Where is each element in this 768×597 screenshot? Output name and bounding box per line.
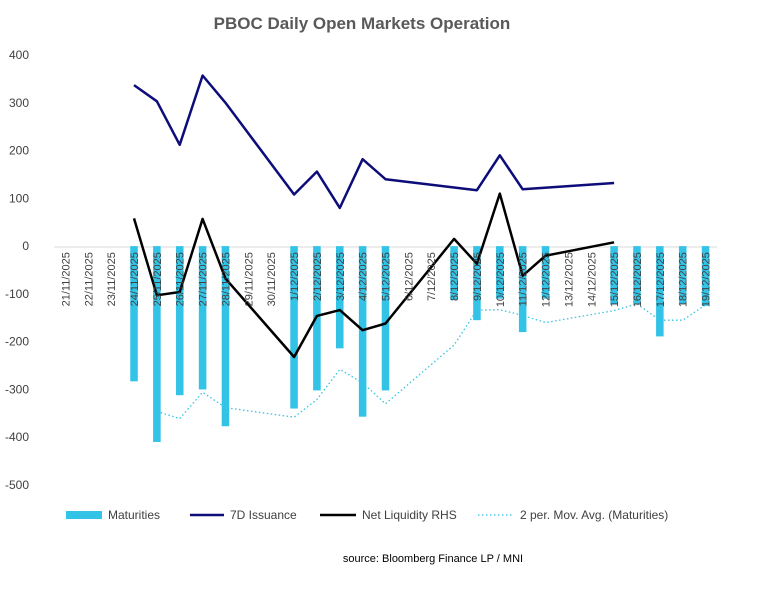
x-tick-label: 24/11/2025 bbox=[129, 252, 141, 306]
y-tick-label: -500 bbox=[5, 478, 29, 492]
x-tick-label: 25/11/2025 bbox=[152, 252, 164, 306]
x-tick-label: 12/12/2025 bbox=[541, 252, 553, 307]
x-tick-label: 16/12/2025 bbox=[632, 252, 644, 307]
maturities-bar bbox=[701, 246, 710, 306]
legend-label: 7D Issuance bbox=[230, 508, 297, 522]
y-tick-label: 0 bbox=[22, 239, 29, 253]
2-per-mov-avg-maturities-line bbox=[156, 303, 706, 420]
y-axis: 400 300 200 100 0 -100 -200 -300 -400 -500 bbox=[5, 48, 29, 492]
maturities-bar bbox=[290, 246, 298, 409]
series-lines bbox=[132, 74, 706, 420]
y-tick-label: -300 bbox=[5, 382, 29, 396]
x-tick-label: 7/12/2025 bbox=[426, 252, 438, 301]
x-tick-label: 21/11/2025 bbox=[60, 252, 72, 306]
maturities-bar bbox=[130, 246, 138, 382]
chart-title: PBOC Daily Open Markets Operation bbox=[214, 14, 511, 33]
legend-label: Maturities bbox=[108, 508, 160, 522]
x-tick-label: 8/12/2025 bbox=[449, 252, 461, 301]
legend-label: Net Liquidity RHS bbox=[362, 508, 457, 522]
x-tick-label: 4/12/2025 bbox=[358, 252, 370, 301]
x-tick-label: 6/12/2025 bbox=[403, 252, 415, 301]
x-tick-label: 27/11/2025 bbox=[198, 252, 210, 306]
y-tick-label: 200 bbox=[9, 144, 29, 158]
y-tick-label: -200 bbox=[5, 335, 29, 349]
legend: Maturities 7D Issuance Net Liquidity RHS 2 … bbox=[66, 508, 668, 522]
x-tick-label: 1/12/2025 bbox=[289, 252, 301, 301]
source-note: source: Bloomberg Finance LP / MNI bbox=[343, 553, 523, 565]
net-liquidity-rhs-line bbox=[132, 192, 615, 359]
x-tick-label: 15/12/2025 bbox=[609, 252, 621, 307]
y-tick-label: -100 bbox=[5, 287, 29, 301]
x-tick-label: 28/11/2025 bbox=[220, 252, 232, 306]
maturities-bar bbox=[450, 246, 458, 301]
x-tick-label: 17/12/2025 bbox=[655, 252, 667, 307]
x-tick-label: 23/11/2025 bbox=[106, 252, 118, 306]
y-tick-label: 300 bbox=[9, 96, 29, 110]
x-tick-label: 13/12/2025 bbox=[563, 252, 575, 307]
maturities-bar bbox=[518, 246, 527, 333]
maturities-bar bbox=[678, 246, 687, 304]
maturities-bar bbox=[153, 246, 161, 442]
7d-issuance-line bbox=[133, 74, 615, 210]
maturities-bar bbox=[198, 246, 207, 390]
maturities-bar bbox=[473, 246, 481, 321]
maturities-bar bbox=[175, 246, 184, 396]
maturities-bar bbox=[633, 246, 641, 304]
maturities-bar bbox=[336, 246, 344, 349]
x-tick-label: 18/12/2025 bbox=[678, 252, 690, 307]
x-tick-label: 30/11/2025 bbox=[266, 252, 278, 306]
x-tick-label: 22/11/2025 bbox=[83, 252, 95, 306]
y-tick-label: 400 bbox=[9, 48, 29, 62]
y-tick-label: -400 bbox=[5, 430, 29, 444]
maturities-bar bbox=[496, 246, 504, 299]
x-tick-label: 9/12/2025 bbox=[472, 252, 484, 301]
legend-swatch-maturities bbox=[66, 511, 102, 519]
x-tick-label: 10/12/2025 bbox=[495, 252, 507, 307]
x-tick-label: 19/12/2025 bbox=[701, 252, 713, 307]
y-tick-label: 100 bbox=[9, 191, 29, 205]
maturities-bars bbox=[130, 246, 710, 442]
x-tick-label: 3/12/2025 bbox=[335, 252, 347, 301]
x-tick-label: 14/12/2025 bbox=[586, 252, 598, 307]
x-tick-label: 11/12/2025 bbox=[518, 252, 530, 306]
maturities-bar bbox=[541, 246, 550, 299]
x-tick-label: 29/11/2025 bbox=[243, 252, 255, 306]
legend-label: 2 per. Mov. Avg. (Maturities) bbox=[520, 508, 668, 522]
maturities-bar bbox=[610, 246, 618, 305]
x-tick-label: 26/11/2025 bbox=[175, 252, 187, 306]
x-axis: 21/11/2025 22/11/2025 23/11/2025 24/11/2025… bbox=[60, 252, 712, 307]
x-tick-label: 2/12/2025 bbox=[312, 252, 324, 301]
maturities-bar bbox=[656, 246, 664, 337]
maturities-bar bbox=[221, 246, 230, 427]
maturities-bar bbox=[381, 246, 390, 391]
x-tick-label: 5/12/2025 bbox=[381, 252, 393, 301]
